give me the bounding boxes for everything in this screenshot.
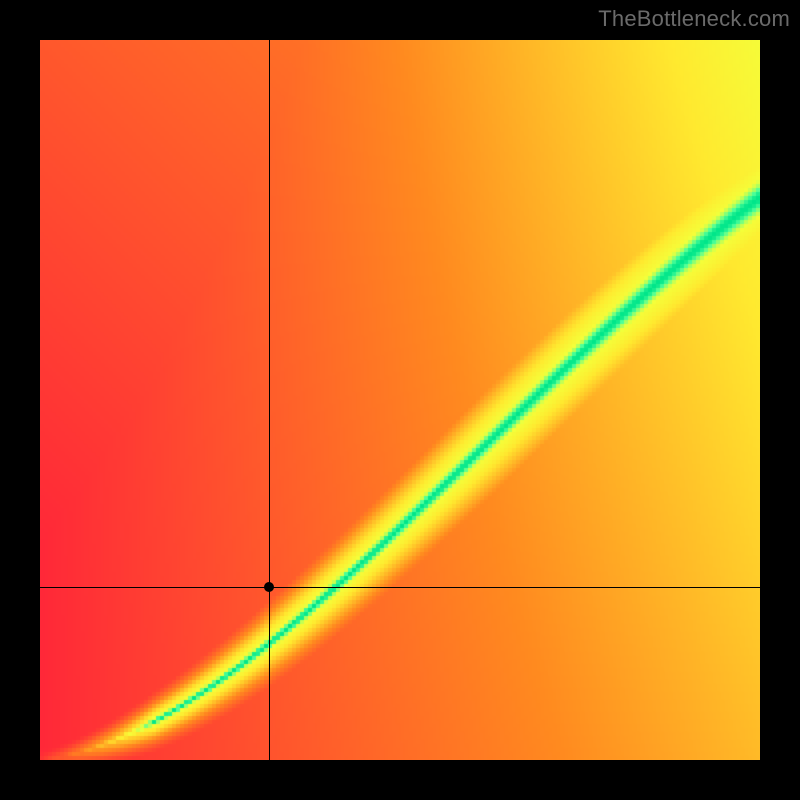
crosshair-vertical [269, 40, 270, 760]
crosshair-horizontal [40, 587, 760, 588]
heatmap-canvas [40, 40, 760, 760]
plot-area [40, 40, 760, 760]
figure-container: TheBottleneck.com [0, 0, 800, 800]
watermark-text: TheBottleneck.com [598, 6, 790, 32]
crosshair-marker [264, 582, 274, 592]
